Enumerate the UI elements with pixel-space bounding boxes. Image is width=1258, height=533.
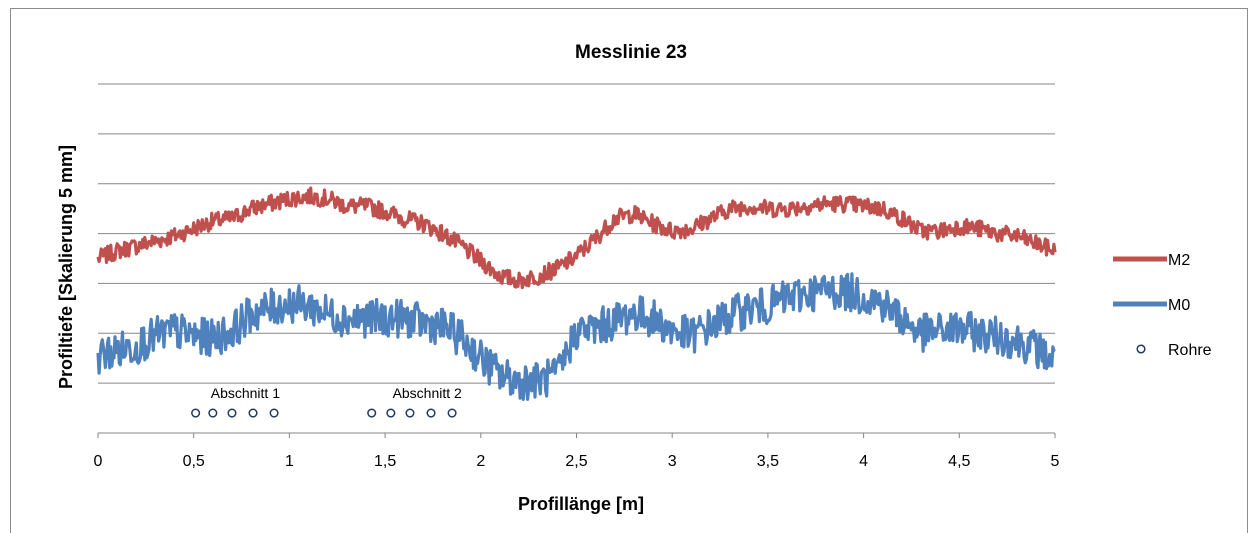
x-tick-label: 1,5 xyxy=(374,453,396,470)
x-tick-label: 0 xyxy=(94,453,103,470)
rohre-point xyxy=(386,408,396,418)
rohre-point xyxy=(367,408,377,418)
legend: M2 M0 Rohre xyxy=(1113,252,1212,359)
annotation-label: Abschnitt 2 xyxy=(393,385,462,401)
series-group xyxy=(96,186,1057,418)
x-tick-label: 2,5 xyxy=(565,453,587,470)
legend-label-m2: M2 xyxy=(1168,252,1190,269)
rohre-point xyxy=(405,408,415,418)
x-tick-label: 4,5 xyxy=(948,453,970,470)
rohre-point xyxy=(208,408,218,418)
rohre-point xyxy=(447,408,457,418)
series-line-m0 xyxy=(96,272,1056,401)
annotation-label: Abschnitt 1 xyxy=(211,385,280,401)
legend-label-m0: M0 xyxy=(1168,297,1190,314)
rohre-point xyxy=(248,408,258,418)
rohre-point xyxy=(269,408,279,418)
chart-title: Messlinie 23 xyxy=(575,42,687,63)
x-axis-title: Profillänge [m] xyxy=(518,494,644,514)
chart-frame xyxy=(10,8,1248,533)
x-tick-label: 3 xyxy=(668,453,677,470)
y-axis-title: Profiltiefe [Skalierung 5 mm] xyxy=(56,145,76,389)
x-tick-label: 2 xyxy=(476,453,485,470)
grid-group xyxy=(98,83,1055,384)
rohre-point xyxy=(191,408,201,418)
rohre-point xyxy=(227,408,237,418)
series-line-m2 xyxy=(96,186,1057,290)
x-tick-label: 0,5 xyxy=(183,453,205,470)
axis-group: 0 0,5 1 1,5 2 2,5 3 3,5 4 4,5 5 xyxy=(94,432,1060,470)
x-tick-label: 4 xyxy=(859,453,868,470)
legend-marker-rohre xyxy=(1136,344,1146,354)
rohre-point xyxy=(426,408,436,418)
x-tick-label: 1 xyxy=(285,453,294,470)
legend-label-rohre: Rohre xyxy=(1168,342,1212,359)
x-tick-label: 3,5 xyxy=(757,453,779,470)
annot-group: Abschnitt 1 Abschnitt 2 xyxy=(211,385,462,401)
x-tick-label: 5 xyxy=(1051,453,1060,470)
